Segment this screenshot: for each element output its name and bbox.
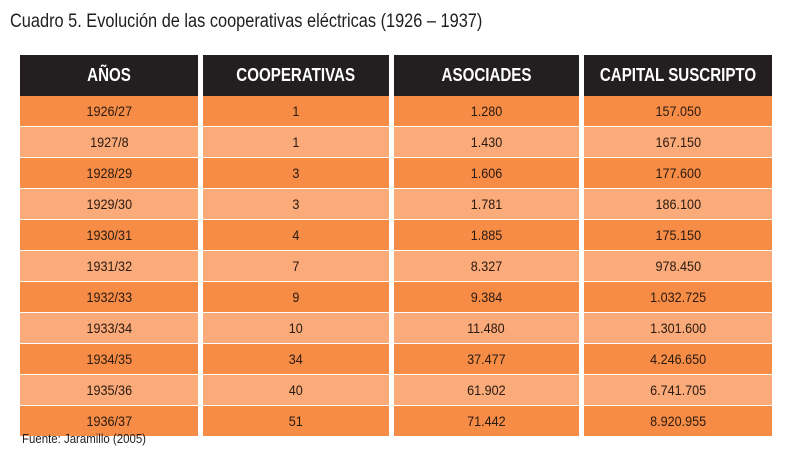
cell-cooperativas: 34 <box>203 344 389 375</box>
header-asociades: ASOCIADES <box>393 55 580 96</box>
cell-anios: 1933/34 <box>20 313 199 344</box>
cell-anios: 1928/29 <box>20 158 199 189</box>
cell-anios: 1932/33 <box>20 282 199 313</box>
cell-cooperativas: 9 <box>203 282 389 313</box>
cell-capital: 175.150 <box>584 220 772 251</box>
cell-anios: 1931/32 <box>20 251 199 282</box>
table-header-row: AÑOS COOPERATIVAS ASOCIADES CAPITAL SUSC… <box>20 55 772 96</box>
table-row: 1932/33 9 9.384 1.032.725 <box>20 282 772 313</box>
header-anios: AÑOS <box>20 55 199 96</box>
table-row: 1927/8 1 1.430 167.150 <box>20 127 772 158</box>
cell-asociades: 61.902 <box>393 375 580 406</box>
cell-asociades: 1.430 <box>393 127 580 158</box>
cell-capital: 6.741.705 <box>584 375 772 406</box>
cell-capital: 167.150 <box>584 127 772 158</box>
cell-asociades: 1.885 <box>393 220 580 251</box>
cell-cooperativas: 3 <box>203 189 389 220</box>
table-row: 1931/32 7 8.327 978.450 <box>20 251 772 282</box>
cell-cooperativas: 10 <box>203 313 389 344</box>
cell-anios: 1936/37 <box>20 406 199 437</box>
cell-anios: 1934/35 <box>20 344 199 375</box>
cell-anios: 1926/27 <box>20 96 199 127</box>
cell-asociades: 1.781 <box>393 189 580 220</box>
cell-cooperativas: 40 <box>203 375 389 406</box>
table-row: 1934/35 34 37.477 4.246.650 <box>20 344 772 375</box>
cell-cooperativas: 7 <box>203 251 389 282</box>
table-row: 1930/31 4 1.885 175.150 <box>20 220 772 251</box>
table-row: 1936/37 51 71.442 8.920.955 <box>20 406 772 437</box>
cell-cooperativas: 4 <box>203 220 389 251</box>
cell-asociades: 8.327 <box>393 251 580 282</box>
cell-capital: 4.246.650 <box>584 344 772 375</box>
table-row: 1935/36 40 61.902 6.741.705 <box>20 375 772 406</box>
source-note: Fuente: Jaramillo (2005) <box>22 431 146 446</box>
cooperatives-table: AÑOS COOPERATIVAS ASOCIADES CAPITAL SUSC… <box>15 55 777 437</box>
cell-capital: 1.032.725 <box>584 282 772 313</box>
cell-anios: 1927/8 <box>20 127 199 158</box>
cell-capital: 1.301.600 <box>584 313 772 344</box>
cell-anios: 1930/31 <box>20 220 199 251</box>
cell-capital: 186.100 <box>584 189 772 220</box>
cell-anios: 1929/30 <box>20 189 199 220</box>
cell-anios: 1935/36 <box>20 375 199 406</box>
header-capital-suscripto: CAPITAL SUSCRIPTO <box>584 55 772 96</box>
cell-asociades: 9.384 <box>393 282 580 313</box>
cell-asociades: 11.480 <box>393 313 580 344</box>
cell-capital: 177.600 <box>584 158 772 189</box>
cell-capital: 978.450 <box>584 251 772 282</box>
cell-asociades: 37.477 <box>393 344 580 375</box>
cell-capital: 8.920.955 <box>584 406 772 437</box>
table-row: 1929/30 3 1.781 186.100 <box>20 189 772 220</box>
cell-cooperativas: 1 <box>203 127 389 158</box>
table-title: Cuadro 5. Evolución de las cooperativas … <box>10 11 483 32</box>
header-cooperativas: COOPERATIVAS <box>203 55 389 96</box>
cell-cooperativas: 3 <box>203 158 389 189</box>
table-row: 1928/29 3 1.606 177.600 <box>20 158 772 189</box>
cell-asociades: 1.280 <box>393 96 580 127</box>
table-row: 1933/34 10 11.480 1.301.600 <box>20 313 772 344</box>
table-row: 1926/27 1 1.280 157.050 <box>20 96 772 127</box>
cell-cooperativas: 1 <box>203 96 389 127</box>
cell-asociades: 1.606 <box>393 158 580 189</box>
cell-cooperativas: 51 <box>203 406 389 437</box>
cell-capital: 157.050 <box>584 96 772 127</box>
cell-asociades: 71.442 <box>393 406 580 437</box>
